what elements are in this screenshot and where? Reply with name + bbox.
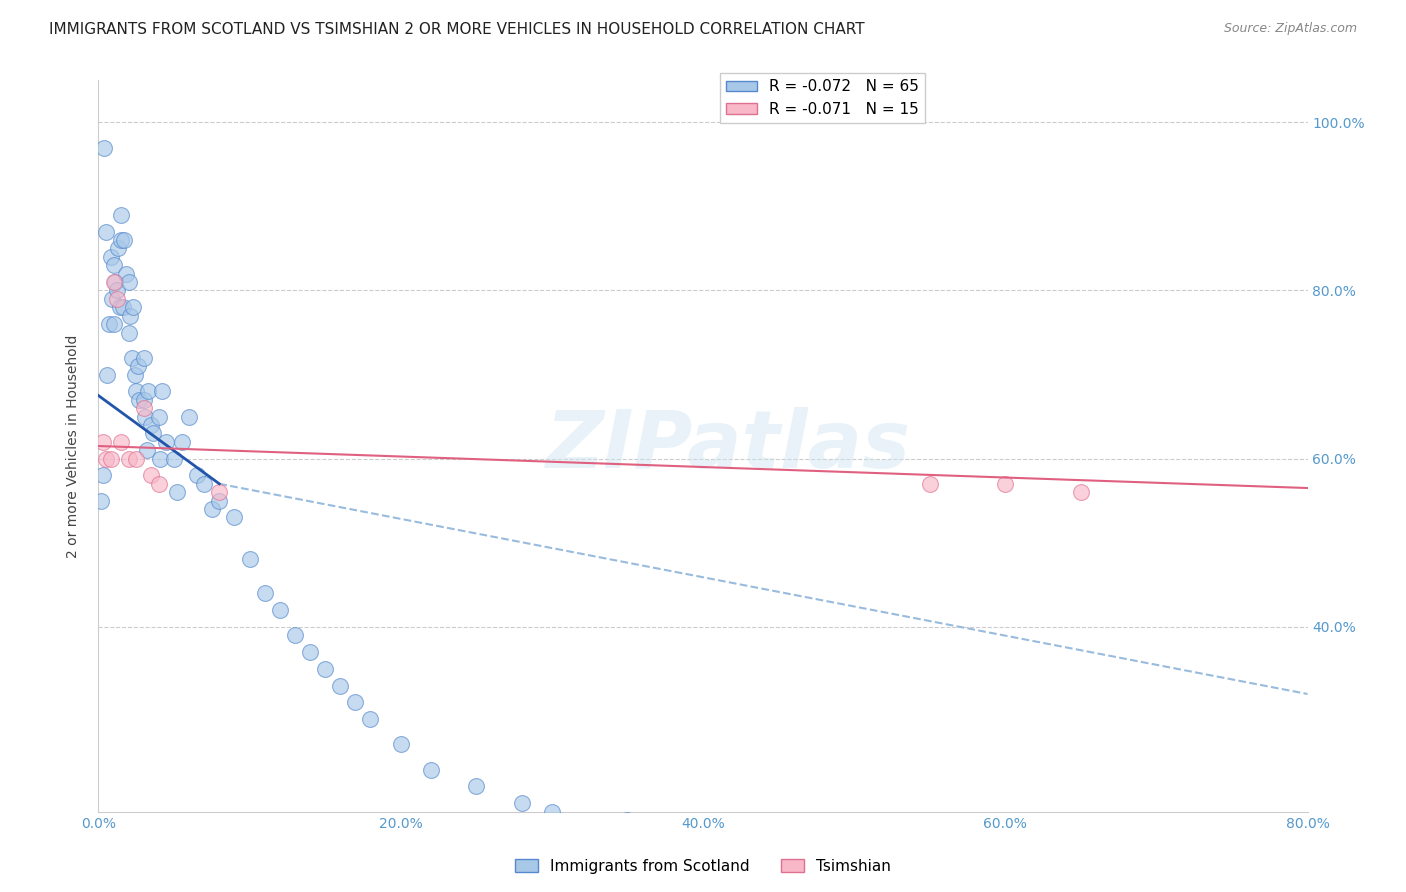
Point: [108, 300, 131, 314]
Point: [994, 476, 1017, 491]
Point: [128, 392, 150, 407]
Point: [186, 468, 208, 483]
Point: [135, 443, 157, 458]
Point: [127, 359, 149, 373]
Point: [148, 476, 170, 491]
Point: [163, 451, 186, 466]
Point: [253, 586, 276, 600]
Point: [193, 476, 215, 491]
Point: [132, 392, 155, 407]
Point: [208, 493, 231, 508]
Point: [121, 351, 143, 365]
Text: ZIPatlas: ZIPatlas: [544, 407, 910, 485]
Point: [111, 300, 134, 314]
Point: [114, 267, 136, 281]
Point: [510, 797, 533, 811]
Point: [918, 476, 941, 491]
Point: [110, 208, 132, 222]
Point: [141, 417, 163, 432]
Y-axis label: 2 or more Vehicles in Household: 2 or more Vehicles in Household: [66, 334, 80, 558]
Point: [105, 284, 128, 298]
Point: [149, 451, 172, 466]
Point: [118, 326, 141, 340]
Point: [122, 300, 145, 314]
Point: [98, 317, 121, 331]
Point: [112, 233, 135, 247]
Point: [170, 434, 193, 449]
Point: [540, 805, 562, 819]
Point: [389, 738, 412, 752]
Point: [420, 763, 443, 777]
Point: [465, 780, 488, 794]
Point: [166, 485, 188, 500]
Point: [132, 401, 155, 416]
Point: [284, 628, 307, 642]
Point: [120, 309, 142, 323]
Point: [314, 662, 336, 676]
Point: [224, 510, 246, 524]
Point: [125, 451, 148, 466]
Point: [104, 275, 127, 289]
Point: [124, 368, 146, 382]
Legend: R = -0.072   N = 65, R = -0.071   N = 15: R = -0.072 N = 65, R = -0.071 N = 15: [720, 73, 925, 123]
Point: [96, 368, 118, 382]
Point: [768, 830, 790, 844]
Point: [100, 451, 122, 466]
Point: [150, 384, 173, 399]
Point: [125, 384, 148, 399]
Point: [141, 468, 163, 483]
Point: [155, 434, 177, 449]
Point: [107, 242, 129, 256]
Point: [110, 233, 132, 247]
Point: [616, 813, 638, 827]
Point: [103, 258, 125, 272]
Point: [269, 603, 291, 617]
Point: [201, 502, 224, 516]
Text: IMMIGRANTS FROM SCOTLAND VS TSIMSHIAN 2 OR MORE VEHICLES IN HOUSEHOLD CORRELATIO: IMMIGRANTS FROM SCOTLAND VS TSIMSHIAN 2 …: [49, 22, 865, 37]
Legend: Immigrants from Scotland, Tsimshian: Immigrants from Scotland, Tsimshian: [509, 853, 897, 880]
Point: [94, 225, 117, 239]
Point: [239, 552, 262, 566]
Point: [118, 451, 141, 466]
Text: Source: ZipAtlas.com: Source: ZipAtlas.com: [1223, 22, 1357, 36]
Point: [208, 485, 231, 500]
Point: [344, 695, 367, 709]
Point: [91, 468, 114, 483]
Point: [142, 426, 165, 441]
Point: [101, 292, 124, 306]
Point: [179, 409, 201, 424]
Point: [103, 275, 125, 289]
Point: [136, 384, 159, 399]
Point: [132, 351, 155, 365]
Point: [110, 434, 132, 449]
Point: [90, 493, 112, 508]
Point: [93, 140, 115, 154]
Point: [360, 712, 382, 726]
Point: [134, 409, 156, 424]
Point: [91, 434, 114, 449]
Point: [148, 409, 170, 424]
Point: [1070, 485, 1092, 500]
Point: [329, 679, 352, 693]
Point: [118, 275, 141, 289]
Point: [692, 822, 714, 836]
Point: [100, 250, 122, 264]
Point: [299, 645, 322, 659]
Point: [105, 292, 128, 306]
Point: [103, 317, 125, 331]
Point: [94, 451, 117, 466]
